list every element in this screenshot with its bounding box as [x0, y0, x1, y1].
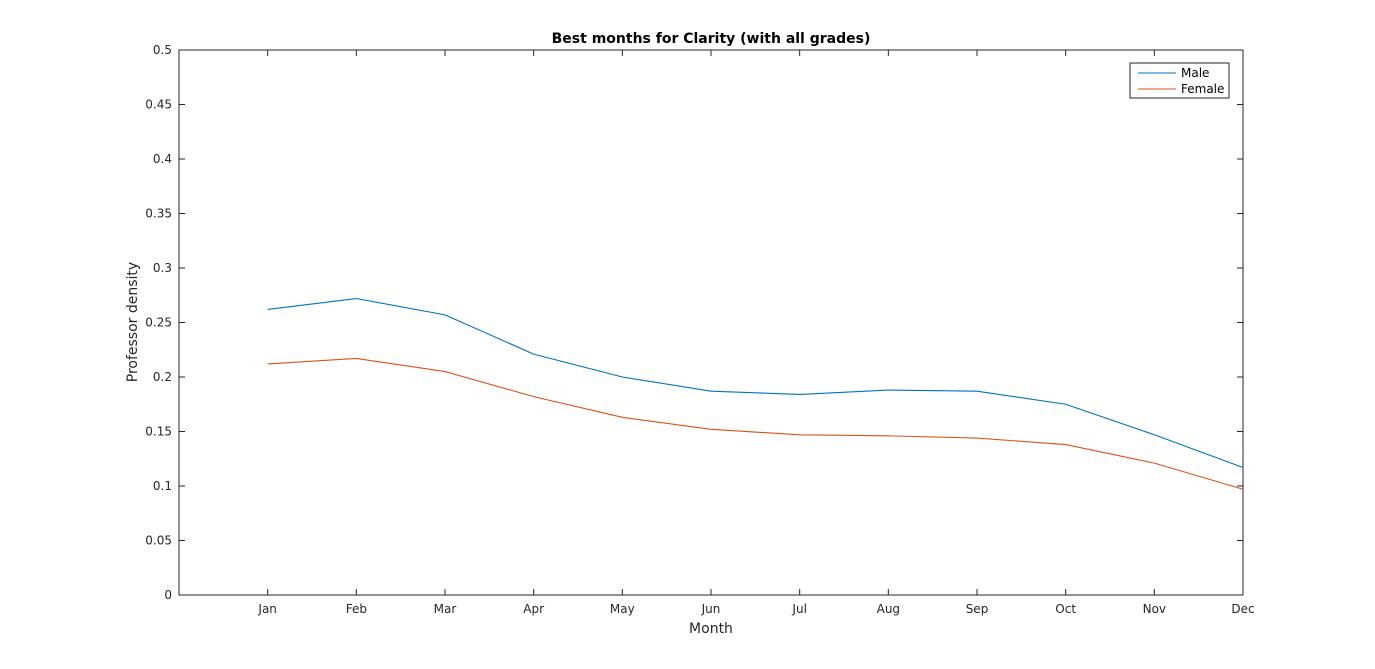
- series-line-male: [267, 297, 1244, 468]
- y-tick-label: 0.25: [145, 316, 172, 330]
- y-axis: 0 0.05 0.1 0.15 0.2 0.25 0.3 0.35 0.4 0.45 0.5: [145, 43, 1243, 602]
- chart-title: Best months for Clarity (with all grades…: [552, 31, 871, 47]
- x-tick-label: Jan: [257, 602, 277, 616]
- x-tick-label: Dec: [1231, 602, 1254, 616]
- y-tick-label: 0.5: [153, 43, 172, 57]
- y-tick-label: 0.45: [145, 98, 172, 112]
- y-tick-label: 0.05: [145, 534, 172, 548]
- x-tick-label: Jun: [701, 602, 721, 616]
- x-tick-label: Sep: [966, 602, 989, 616]
- legend: Male Female: [1129, 62, 1230, 99]
- y-tick-label: 0.15: [145, 425, 172, 439]
- plot-area-frame: [178, 49, 1244, 596]
- x-tick-label: Aug: [877, 602, 900, 616]
- x-tick-label: Nov: [1143, 602, 1166, 616]
- series-lines: [267, 297, 1244, 490]
- x-tick-label: Oct: [1055, 602, 1076, 616]
- x-tick-label: Jul: [791, 602, 806, 616]
- y-tick-label: 0: [164, 588, 172, 602]
- x-axis-label: Month: [689, 621, 733, 637]
- legend-box: [1129, 62, 1230, 99]
- y-tick-label: 0.2: [153, 370, 172, 384]
- y-axis-label: Professor density: [125, 262, 141, 382]
- legend-label-female: Female: [1181, 82, 1224, 96]
- series-line-female: [267, 357, 1244, 490]
- x-tick-label: Mar: [434, 602, 457, 616]
- legend-label-male: Male: [1181, 66, 1209, 80]
- x-tick-label: Apr: [523, 602, 544, 616]
- x-tick-label: Feb: [346, 602, 367, 616]
- y-tick-label: 0.1: [153, 479, 172, 493]
- x-tick-label: May: [610, 602, 635, 616]
- y-tick-label: 0.3: [153, 261, 172, 275]
- x-axis: Jan Feb Mar Apr May Jun Jul Aug Sep Oct Nov Dec: [257, 50, 1255, 616]
- y-tick-label: 0.4: [153, 152, 172, 166]
- y-tick-label: 0.35: [145, 207, 172, 221]
